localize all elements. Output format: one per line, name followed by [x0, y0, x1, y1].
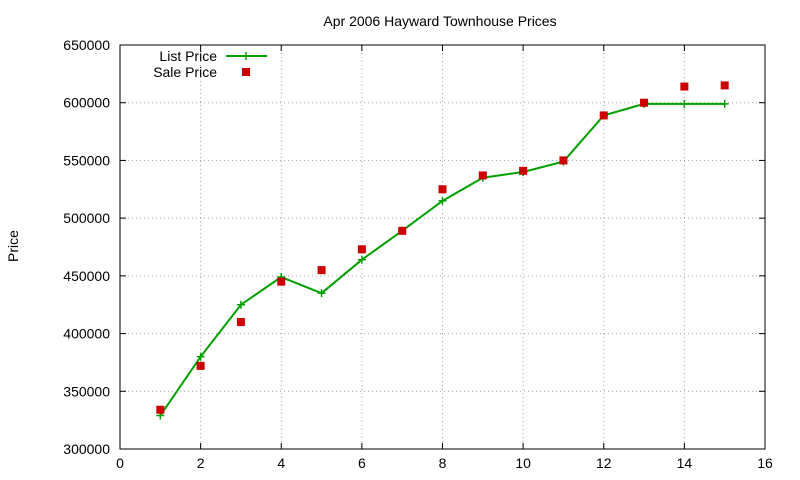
data-point: [478, 171, 487, 180]
y-tick-label: 550000: [63, 152, 110, 168]
x-tick-label: 14: [677, 455, 693, 471]
grid: [120, 45, 765, 449]
data-point: [640, 98, 649, 107]
chart-title: Apr 2006 Hayward Townhouse Prices: [323, 13, 556, 29]
series-layer: [156, 81, 729, 420]
x-tick-label: 6: [358, 455, 366, 471]
data-point: [196, 352, 205, 361]
data-point: [680, 99, 689, 108]
y-tick-label: 600000: [63, 95, 110, 111]
data-point: [357, 245, 366, 254]
x-tick-label: 8: [439, 455, 447, 471]
x-tick-label: 12: [596, 455, 612, 471]
legend-label: List Price: [159, 48, 217, 64]
x-tick-label: 10: [515, 455, 531, 471]
data-point: [720, 99, 729, 108]
y-tick-label: 500000: [63, 210, 110, 226]
data-point: [357, 255, 366, 264]
data-point: [242, 52, 250, 60]
y-tick-label: 350000: [63, 383, 110, 399]
series-list-price: [156, 99, 729, 420]
y-axis-label: Price: [5, 230, 21, 262]
data-point: [559, 156, 568, 165]
data-point: [317, 266, 326, 275]
data-point: [277, 277, 286, 286]
axes: 0 2 4 6 8 10 12 14 16 300000 350000 400000 450000 500…: [63, 37, 773, 471]
data-point: [599, 111, 608, 120]
data-point: [242, 68, 250, 76]
series-line: [159, 102, 725, 417]
data-point: [519, 166, 528, 175]
series-sale-price: [156, 81, 729, 414]
x-tick-label: 2: [197, 455, 205, 471]
data-point: [398, 226, 407, 235]
data-point: [317, 289, 326, 298]
data-point: [720, 81, 729, 90]
y-tick-label: 650000: [63, 37, 110, 53]
data-point: [236, 300, 245, 309]
data-point: [156, 405, 165, 414]
x-tick-label: 0: [116, 455, 124, 471]
x-tick-label: 16: [757, 455, 773, 471]
data-point: [438, 185, 447, 194]
y-tick-label: 400000: [63, 326, 110, 342]
data-point: [236, 318, 245, 327]
y-tick-label: 450000: [63, 268, 110, 284]
data-point: [196, 361, 205, 370]
x-tick-label: 4: [277, 455, 285, 471]
data-point: [438, 196, 447, 205]
data-point: [680, 82, 689, 91]
y-tick-label: 300000: [63, 441, 110, 457]
legend-label: Sale Price: [153, 64, 217, 80]
